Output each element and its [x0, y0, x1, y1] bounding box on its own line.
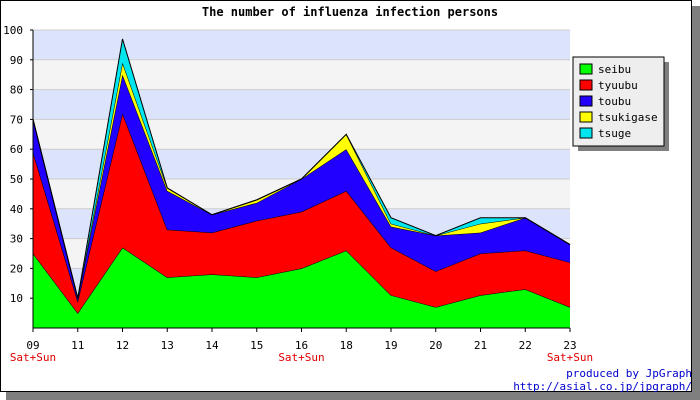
y-tick-label: 100 — [3, 24, 23, 37]
legend-swatch-tyuubu — [579, 79, 593, 91]
legend-swatch-seibu — [579, 63, 593, 75]
legend-swatch-tsuge — [579, 127, 593, 139]
area-seibu — [33, 247, 570, 328]
area-toubu — [33, 74, 570, 302]
legend-label-tyuubu: tyuubu — [598, 79, 638, 92]
band-9 — [33, 30, 570, 60]
legend-label-tsukigase: tsukigase — [598, 111, 658, 124]
y-tick-label: 90 — [10, 54, 23, 67]
legend-label-toubu: toubu — [598, 95, 631, 108]
legend: seibu tyuubu toubu tsukigase tsuge — [572, 56, 669, 151]
frame-shadow-right — [692, 6, 700, 400]
x-sublabel: Sat+Sun — [547, 351, 593, 364]
x-tick-label: 23 — [563, 339, 576, 352]
x-tick-label: 14 — [205, 339, 219, 352]
x-sublabel: Sat+Sun — [278, 351, 324, 364]
y-tick-label: 80 — [10, 84, 23, 97]
area-series — [32, 38, 571, 328]
credit-line-2: http://asial.co.jp/jpgraph/ — [513, 380, 692, 393]
x-tick-label: 19 — [384, 339, 397, 352]
x-tick-label: 12 — [116, 339, 129, 352]
legend-swatch-tsukigase — [579, 111, 593, 123]
x-tick-label: 20 — [429, 339, 442, 352]
x-tick-label: 16 — [295, 339, 308, 352]
y-tick-label: 20 — [10, 262, 23, 275]
y-tick-label: 60 — [10, 143, 23, 156]
legend-swatch-toubu — [579, 95, 593, 107]
area-tyuubu — [33, 113, 570, 314]
x-tick-label: 13 — [161, 339, 174, 352]
legend-label-tsuge: tsuge — [598, 127, 631, 140]
credit-line-1: produced by JpGraph — [566, 367, 692, 380]
frame-shadow-bottom — [6, 392, 700, 400]
x-tick-label: 11 — [71, 339, 84, 352]
y-tick-label: 50 — [10, 173, 23, 186]
area-outline-tsuge — [32, 38, 571, 299]
band-8 — [33, 59, 570, 90]
y-tick-label: 40 — [10, 203, 23, 216]
y-tick-label: 10 — [10, 292, 23, 305]
x-sublabel: Sat+Sun — [10, 351, 56, 364]
x-tick-label: 15 — [250, 339, 263, 352]
x-tick-label: 09 — [26, 339, 39, 352]
x-tick-label: 18 — [340, 339, 353, 352]
y-tick-label: 70 — [10, 113, 23, 126]
x-tick-label: 22 — [519, 339, 532, 352]
legend-label-seibu: seibu — [598, 63, 631, 76]
chart-title: The number of influenza infection person… — [202, 5, 498, 19]
y-tick-label: 30 — [10, 233, 23, 246]
x-tick-label: 21 — [474, 339, 487, 352]
